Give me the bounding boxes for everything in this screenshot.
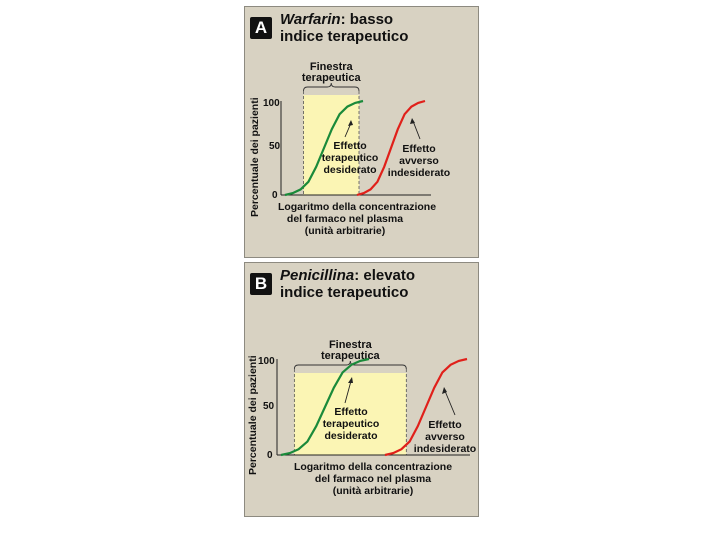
desired-effect-arrowhead — [348, 377, 353, 383]
adverse-label-line2: avverso — [425, 431, 465, 443]
desired-label-line2: terapeutico — [323, 418, 380, 430]
chart-penicillina: Finestra terapeutica 100 50 0 Percentual… — [247, 339, 476, 497]
x-axis-label-line1: Logaritmo della concentrazione — [294, 461, 452, 473]
panel-letter-badge: B — [250, 273, 272, 295]
desired-effect-arrow — [344, 380, 352, 404]
panel-letter-badge: A — [250, 17, 272, 39]
desired-label-line3: desiderato — [324, 430, 377, 442]
y-tick-100: 100 — [263, 98, 280, 109]
x-axis-label-line2: del farmaco nel plasma — [315, 473, 431, 485]
y-tick-50: 50 — [269, 141, 281, 152]
x-axis-label-line2: del farmaco nel plasma — [287, 213, 403, 225]
y-tick-100: 100 — [258, 356, 275, 367]
adverse-effect-arrowhead — [410, 118, 415, 124]
x-axis-label-line3: (unità arbitrarie) — [305, 225, 386, 237]
desired-effect-curve — [280, 357, 370, 457]
x-axis-label-line1: Logaritmo della concentrazione — [278, 201, 436, 213]
desired-label-line3: desiderato — [323, 164, 376, 176]
title-line2: indice terapeutico — [280, 284, 409, 301]
y-axis-label: Percentuale dei pazienti — [247, 355, 259, 475]
adverse-label-line3: indesiderato — [388, 167, 450, 179]
therapeutic-window-band — [294, 373, 407, 455]
adverse-label-line3: indesiderato — [414, 443, 476, 455]
adverse-label-line1: Effetto — [428, 419, 461, 431]
desired-label-line1: Effetto — [333, 140, 366, 152]
adverse-effect-curve — [356, 99, 426, 197]
window-label-line1: Finestra — [310, 61, 354, 73]
desired-effect-curve — [284, 99, 364, 197]
panel-penicillina: B Penicillina: elevato indice terapeutic… — [244, 262, 479, 517]
adverse-label-line2: avverso — [399, 155, 439, 167]
desired-label-line2: terapeutico — [322, 152, 379, 164]
x-axis-label-line3: (unità arbitrarie) — [333, 485, 414, 497]
window-label-line2: terapeutica — [321, 350, 381, 362]
title-rest: : elevato — [354, 267, 416, 284]
adverse-label-line1: Effetto — [402, 143, 435, 155]
adverse-effect-arrow — [412, 120, 421, 140]
window-label-line2: terapeutica — [302, 72, 362, 84]
panel-title: Warfarin: basso indice terapeutico — [280, 11, 475, 45]
window-label-line1: Finestra — [329, 339, 373, 351]
therapeutic-window-brace — [303, 82, 360, 92]
desired-effect-arrowhead — [348, 120, 353, 126]
title-line2: indice terapeutico — [280, 28, 409, 45]
drug-name: Penicillina — [280, 267, 355, 284]
title-rest: : basso — [340, 11, 394, 28]
chart-warfarin: Finestra terapeutica 100 50 0 Percentual… — [249, 61, 450, 237]
y-axis-label: Percentuale dei pazienti — [249, 97, 261, 217]
panel-warfarin: A Warfarin: basso indice terapeutico Fin… — [244, 6, 479, 258]
therapeutic-window-brace — [293, 360, 407, 370]
adverse-effect-arrow — [444, 390, 456, 416]
adverse-effect-arrowhead — [442, 387, 447, 394]
adverse-effect-curve — [384, 357, 468, 457]
y-tick-50: 50 — [263, 401, 275, 412]
y-tick-0: 0 — [272, 190, 278, 201]
panel-title: Penicillina: elevato indice terapeutico — [280, 267, 475, 301]
desired-label-line1: Effetto — [334, 406, 367, 418]
y-tick-0: 0 — [267, 450, 273, 461]
therapeutic-window-band — [303, 95, 359, 195]
drug-name: Warfarin — [280, 11, 341, 28]
